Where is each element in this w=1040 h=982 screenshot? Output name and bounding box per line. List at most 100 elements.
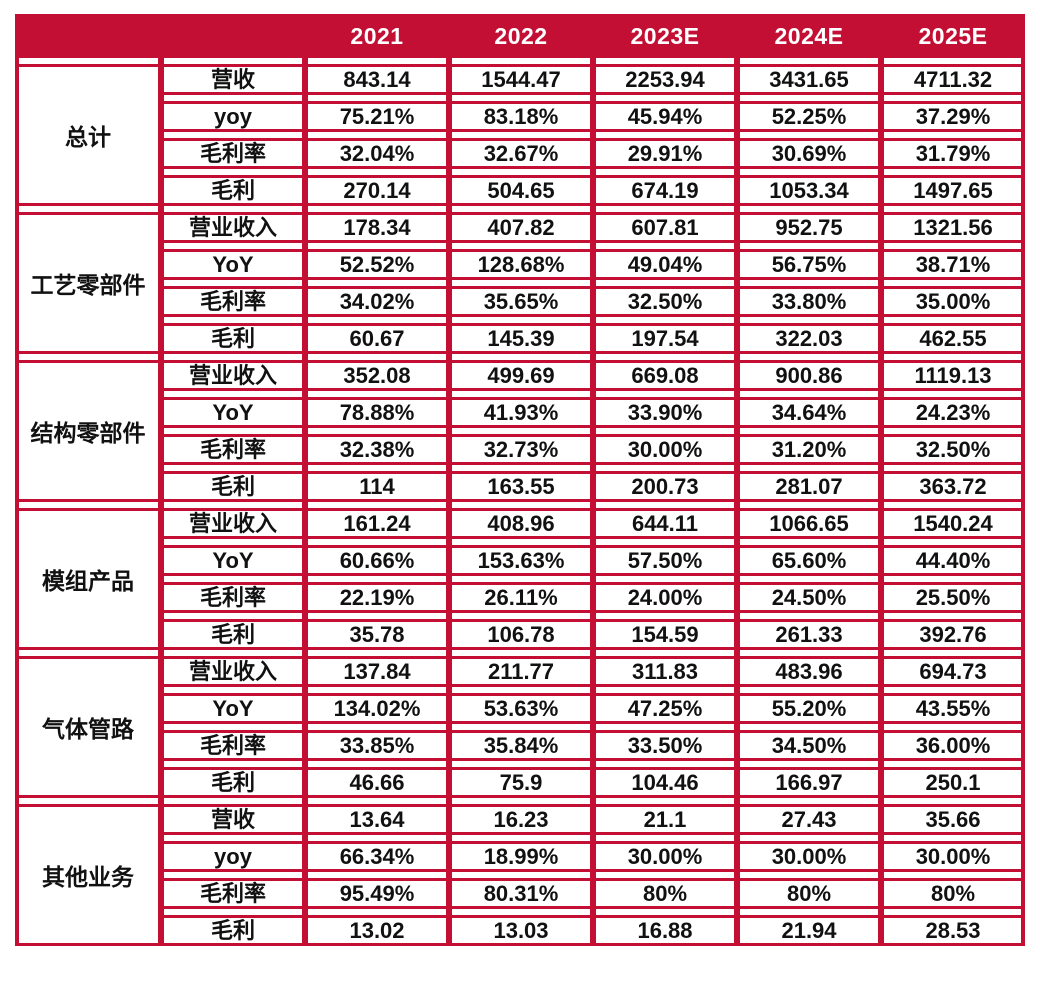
value-cell: 1066.65 [737,508,881,539]
table-row: 营业收入 161.24 408.96 644.11 1066.65 1540.24 [161,508,1025,539]
value-cell: 137.84 [305,656,449,687]
value-cell: 607.81 [593,212,737,243]
value-cell: 322.03 [737,323,881,354]
value-cell: 49.04% [593,249,737,280]
table-section: 结构零部件 营业收入 352.08 499.69 669.08 900.86 1119.13… [15,360,1025,502]
value-cell: 55.20% [737,693,881,724]
value-cell: 281.07 [737,471,881,502]
value-cell: 41.93% [449,397,593,428]
value-cell: 499.69 [449,360,593,391]
value-cell: 13.64 [305,804,449,835]
value-cell: 35.84% [449,730,593,761]
value-cell: 33.90% [593,397,737,428]
value-cell: 80% [881,878,1025,909]
value-cell: 1321.56 [881,212,1025,243]
metric-cell: YoY [161,545,305,576]
grid-vline [1021,58,1025,946]
value-cell: 32.38% [305,434,449,465]
value-cell: 31.20% [737,434,881,465]
metric-cell: 毛利率 [161,878,305,909]
value-cell: 3431.65 [737,64,881,95]
value-cell: 392.76 [881,619,1025,650]
value-cell: 35.00% [881,286,1025,317]
table-row: 营业收入 137.84 211.77 311.83 483.96 694.73 [161,656,1025,687]
value-cell: 65.60% [737,545,881,576]
table-row: YoY 52.52% 128.68% 49.04% 56.75% 38.71% [161,249,1025,280]
value-cell: 352.08 [305,360,449,391]
value-cell: 16.23 [449,804,593,835]
value-cell: 32.04% [305,138,449,169]
value-cell: 161.24 [305,508,449,539]
metric-cell: 营业收入 [161,360,305,391]
value-cell: 408.96 [449,508,593,539]
header-year-cell: 2021 [350,22,404,49]
table-row: 毛利率 22.19% 26.11% 24.00% 24.50% 25.50% [161,582,1025,613]
value-cell: 311.83 [593,656,737,687]
table-row: 毛利 270.14 504.65 674.19 1053.34 1497.65 [161,175,1025,206]
value-cell: 80% [593,878,737,909]
group-label-cell: 结构零部件 [15,360,161,502]
value-cell: 31.79% [881,138,1025,169]
value-cell: 46.66 [305,767,449,798]
value-cell: 1053.34 [737,175,881,206]
value-cell: 363.72 [881,471,1025,502]
metric-cell: 营业收入 [161,508,305,539]
value-cell: 134.02% [305,693,449,724]
table-row: 营业收入 178.34 407.82 607.81 952.75 1321.56 [161,212,1025,243]
table-row: 毛利 114 163.55 200.73 281.07 363.72 [161,471,1025,502]
table-row: yoy 66.34% 18.99% 30.00% 30.00% 30.00% [161,841,1025,872]
value-cell: 44.40% [881,545,1025,576]
value-cell: 36.00% [881,730,1025,761]
group-label-cell: 工艺零部件 [15,212,161,354]
value-cell: 57.50% [593,545,737,576]
value-cell: 483.96 [737,656,881,687]
value-cell: 53.63% [449,693,593,724]
value-cell: 128.68% [449,249,593,280]
table-section: 模组产品 营业收入 161.24 408.96 644.11 1066.65 1540.24… [15,508,1025,650]
group-rows: 营收 843.14 1544.47 2253.94 3431.65 4711.32 yoy 7… [161,64,1025,206]
metric-cell: 毛利 [161,767,305,798]
value-cell: 644.11 [593,508,737,539]
value-cell: 197.54 [593,323,737,354]
metric-cell: YoY [161,693,305,724]
value-cell: 106.78 [449,619,593,650]
value-cell: 37.29% [881,101,1025,132]
grid-vline [15,58,19,946]
value-cell: 1497.65 [881,175,1025,206]
table-row: 毛利 46.66 75.9 104.46 166.97 250.1 [161,767,1025,798]
value-cell: 261.33 [737,619,881,650]
value-cell: 56.75% [737,249,881,280]
grid-vline [446,58,452,946]
value-cell: 250.1 [881,767,1025,798]
value-cell: 33.50% [593,730,737,761]
table-section: 气体管路 营业收入 137.84 211.77 311.83 483.96 694.73 Yo… [15,656,1025,798]
metric-cell: 毛利率 [161,138,305,169]
value-cell: 1544.47 [449,64,593,95]
value-cell: 154.59 [593,619,737,650]
value-cell: 166.97 [737,767,881,798]
value-cell: 952.75 [737,212,881,243]
value-cell: 21.94 [737,915,881,946]
value-cell: 43.55% [881,693,1025,724]
value-cell: 52.52% [305,249,449,280]
table-body: 总计 营收 843.14 1544.47 2253.94 3431.65 4711.32 yo… [15,58,1025,946]
metric-cell: 营收 [161,804,305,835]
metric-cell: 营业收入 [161,212,305,243]
table-row: 营收 13.64 16.23 21.1 27.43 35.66 [161,804,1025,835]
value-cell: 200.73 [593,471,737,502]
value-cell: 13.02 [305,915,449,946]
group-rows: 营业收入 352.08 499.69 669.08 900.86 1119.13 YoY 78… [161,360,1025,502]
value-cell: 270.14 [305,175,449,206]
value-cell: 60.66% [305,545,449,576]
table-row: 毛利 13.02 13.03 16.88 21.94 28.53 [161,915,1025,946]
value-cell: 1119.13 [881,360,1025,391]
value-cell: 462.55 [881,323,1025,354]
value-cell: 32.67% [449,138,593,169]
value-cell: 211.77 [449,656,593,687]
header-year-cell: 2022 [494,22,548,49]
metric-cell: yoy [161,101,305,132]
grid-vline [158,58,164,946]
table-row: 毛利率 34.02% 35.65% 32.50% 33.80% 35.00% [161,286,1025,317]
value-cell: 30.69% [737,138,881,169]
table-row: 毛利率 33.85% 35.84% 33.50% 34.50% 36.00% [161,730,1025,761]
